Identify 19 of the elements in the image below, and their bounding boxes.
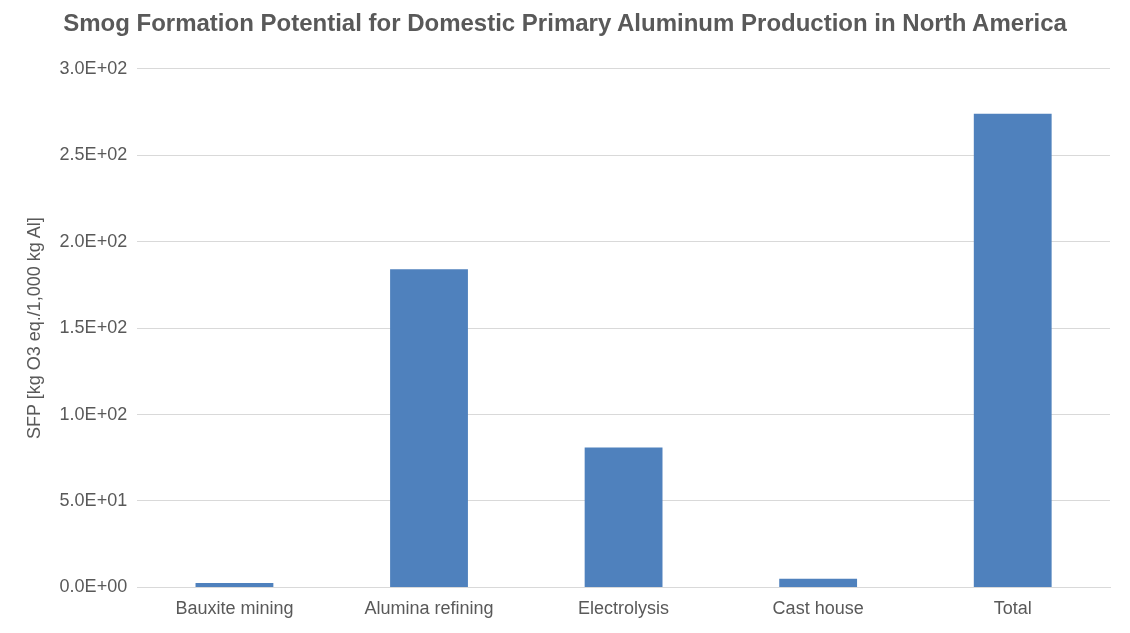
x-tick-label: Bauxite mining — [175, 598, 294, 619]
bar — [195, 583, 274, 587]
y-tick-label: 3.0E+02 — [59, 57, 128, 78]
x-tick-label: Alumina refining — [364, 598, 494, 619]
bar — [390, 269, 468, 587]
y-tick-label: 2.5E+02 — [59, 144, 128, 165]
y-axis-title: SFP [kg O3 eq./1,000 kg Al] — [23, 217, 44, 440]
y-tick-label: 2.0E+02 — [59, 230, 128, 251]
bar — [584, 447, 663, 587]
x-tick-label: Electrolysis — [578, 598, 670, 619]
bar — [779, 578, 858, 587]
y-tick-label: 0.0E+00 — [59, 576, 128, 597]
y-tick-label: 5.0E+01 — [59, 489, 128, 510]
y-tick-label: 1.5E+02 — [59, 317, 128, 338]
x-tick-label: Total — [993, 598, 1032, 619]
chart-title: Smog Formation Potential for Domestic Primary Aluminum Production in North America — [63, 9, 1068, 37]
x-tick-label: Cast house — [772, 598, 864, 619]
y-tick-label: 1.0E+02 — [59, 403, 128, 424]
bar — [973, 113, 1052, 587]
